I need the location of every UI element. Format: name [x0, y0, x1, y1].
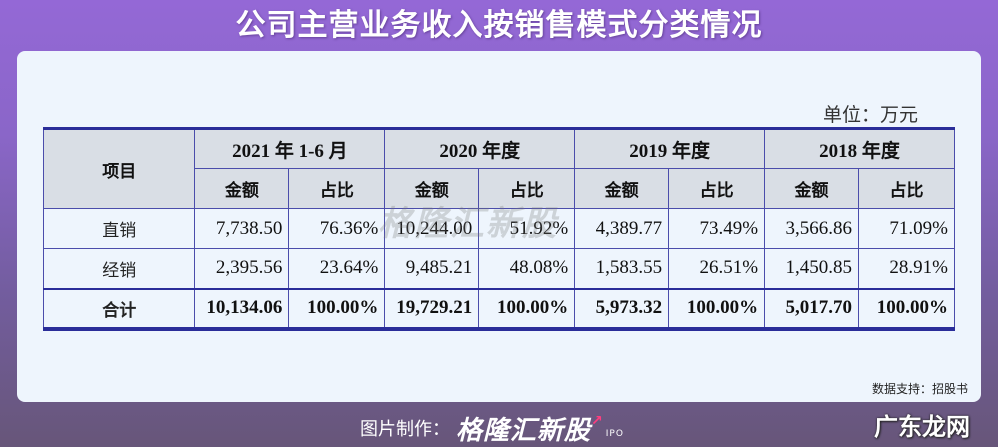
row-label: 经销 — [42, 248, 196, 289]
item-header: 项目 — [42, 128, 196, 209]
cell-amount: 1,450.85 — [764, 248, 859, 289]
amount-header: 金额 — [384, 168, 480, 209]
share-header: 占比 — [858, 168, 955, 209]
cell-amount: 19,729.21 — [384, 287, 480, 329]
row-label: 直销 — [42, 208, 196, 249]
cell-amount: 5,017.70 — [764, 287, 859, 329]
amount-header: 金额 — [574, 168, 670, 209]
table-row-total: 合计 10,134.06 100.00% 19,729.21 100.00% 5… — [42, 287, 955, 329]
cell-amount: 1,583.55 — [574, 248, 670, 289]
period-header: 2021 年 1-6 月 — [194, 128, 386, 169]
cell-amount: 5,973.32 — [574, 287, 670, 329]
amount-header: 金额 — [194, 168, 290, 209]
cell-share: 100.00% — [288, 287, 386, 329]
brand-sub: IPO — [605, 429, 624, 439]
table-row-direct-sales: 直销 7,738.50 76.36% 10,244.00 51.92% 4,38… — [42, 208, 955, 249]
trend-arrow-icon: ↗ — [591, 413, 603, 429]
cell-amount: 3,566.86 — [764, 208, 859, 249]
share-header: 占比 — [668, 168, 766, 209]
header-row-periods: 项目 2021 年 1-6 月 2020 年度 2019 年度 2018 年度 — [42, 128, 955, 209]
cell-share: 76.36% — [288, 208, 386, 249]
cell-share: 51.92% — [478, 208, 576, 249]
cell-amount: 10,134.06 — [194, 287, 290, 329]
footer-credit: 图片制作： 格隆汇新股 ↗ IPO — [360, 412, 624, 446]
unit-label: 单位：万元 — [822, 105, 918, 126]
table-row-distribution: 经销 2,395.56 23.64% 9,485.21 48.08% 1,583… — [42, 248, 955, 289]
site-watermark: 广东龙网 — [874, 413, 970, 441]
period-header: 2019 年度 — [574, 128, 766, 169]
cell-share: 23.64% — [288, 248, 386, 289]
cell-share: 100.00% — [668, 287, 766, 329]
cell-share: 100.00% — [478, 287, 576, 329]
credit-label: 图片制作： — [360, 419, 450, 440]
cell-amount: 2,395.56 — [194, 248, 290, 289]
amount-header: 金额 — [764, 168, 859, 209]
cell-amount: 4,389.77 — [574, 208, 670, 249]
period-header: 2020 年度 — [384, 128, 576, 169]
data-source-note: 数据支持：招股书 — [871, 382, 968, 396]
page-title: 公司主营业务收入按销售模式分类情况 — [235, 8, 763, 43]
cell-share: 71.09% — [858, 208, 955, 249]
revenue-table: 项目 2021 年 1-6 月 2020 年度 2019 年度 2018 年度 … — [42, 127, 955, 331]
cell-amount: 7,738.50 — [194, 208, 290, 249]
cell-share: 26.51% — [668, 248, 766, 289]
cell-share: 28.91% — [858, 248, 955, 289]
header-row-metrics: 金额 占比 金额 占比 金额 占比 金额 占比 — [44, 168, 955, 209]
row-label: 合计 — [42, 287, 196, 329]
cell-amount: 9,485.21 — [384, 248, 480, 289]
cell-share: 100.00% — [858, 287, 955, 329]
cell-amount: 10,244.00 — [384, 208, 480, 249]
cell-share: 73.49% — [668, 208, 766, 249]
brand-logo: 格隆汇新股 — [456, 415, 592, 446]
cell-share: 48.08% — [478, 248, 576, 289]
share-header: 占比 — [478, 168, 576, 209]
period-header: 2018 年度 — [764, 128, 955, 169]
share-header: 占比 — [288, 168, 386, 209]
